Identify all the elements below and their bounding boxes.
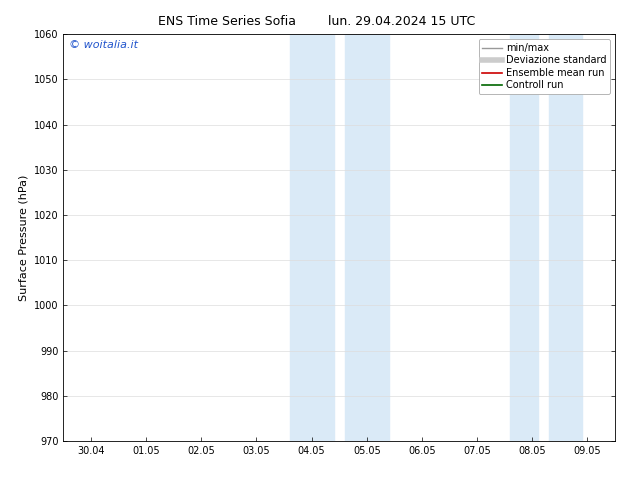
Legend: min/max, Deviazione standard, Ensemble mean run, Controll run: min/max, Deviazione standard, Ensemble m…	[479, 39, 610, 94]
Y-axis label: Surface Pressure (hPa): Surface Pressure (hPa)	[18, 174, 29, 301]
Text: ENS Time Series Sofia        lun. 29.04.2024 15 UTC: ENS Time Series Sofia lun. 29.04.2024 15…	[158, 15, 476, 28]
Bar	[290, 34, 333, 441]
Bar	[549, 34, 582, 441]
Bar	[345, 34, 389, 441]
Bar	[510, 34, 538, 441]
Text: © woitalia.it: © woitalia.it	[69, 40, 138, 50]
